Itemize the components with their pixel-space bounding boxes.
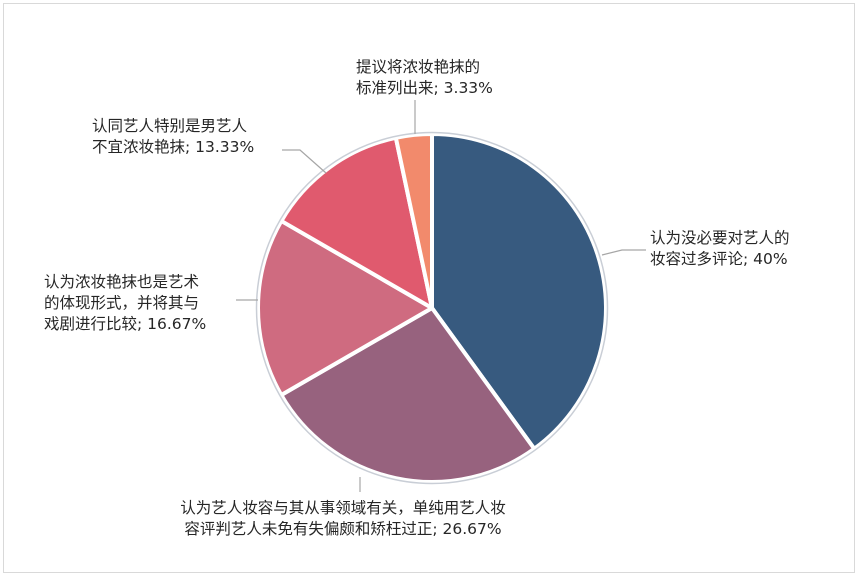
slice-label-line: 戏剧进行比较; 16.67% xyxy=(44,315,206,333)
slice-label-line: 的体现形式，并将其与 xyxy=(44,294,199,312)
pie-slice-1 xyxy=(430,132,608,451)
slice-label-5: 提议将浓妆艳抹的标准列出来; 3.33% xyxy=(356,58,493,97)
slice-label-3: 认为浓妆艳抹也是艺术的体现形式，并将其与戏剧进行比较; 16.67% xyxy=(44,273,206,333)
pie-slice-3 xyxy=(256,218,434,397)
slice-label-line: 认为艺人妆容与其从事领域有关，单纯用艺人妆 xyxy=(180,499,506,517)
slice-label-1: 认为没必要对艺人的妆容过多评论; 40% xyxy=(650,229,790,268)
slice-label-line: 容评判艺人未免有失偏颇和矫枉过正; 26.67% xyxy=(184,520,501,538)
slice-label-line: 认同艺人特别是男艺人 xyxy=(92,117,247,135)
slice-label-4: 认同艺人特别是男艺人不宜浓妆艳抹; 13.33% xyxy=(92,117,254,156)
leader-line-4 xyxy=(282,149,327,174)
pie-outline xyxy=(255,131,609,485)
pie-slice-2 xyxy=(279,306,537,484)
slice-label-line: 标准列出来; 3.33% xyxy=(356,79,493,97)
slice-label-line: 认为没必要对艺人的 xyxy=(650,229,790,247)
slice-label-2: 认为艺人妆容与其从事领域有关，单纯用艺人妆容评判艺人未免有失偏颇和矫枉过正; 2… xyxy=(180,499,506,538)
slice-label-line: 不宜浓妆艳抹; 13.33% xyxy=(92,138,254,156)
slice-label-line: 提议将浓妆艳抹的 xyxy=(356,58,480,76)
slice-label-line: 妆容过多评论; 40% xyxy=(650,250,788,268)
slice-label-line: 认为浓妆艳抹也是艺术 xyxy=(44,273,199,291)
pie-slice-5 xyxy=(393,131,434,310)
leader-line-1 xyxy=(601,249,646,256)
pie-slice-4 xyxy=(279,135,434,310)
